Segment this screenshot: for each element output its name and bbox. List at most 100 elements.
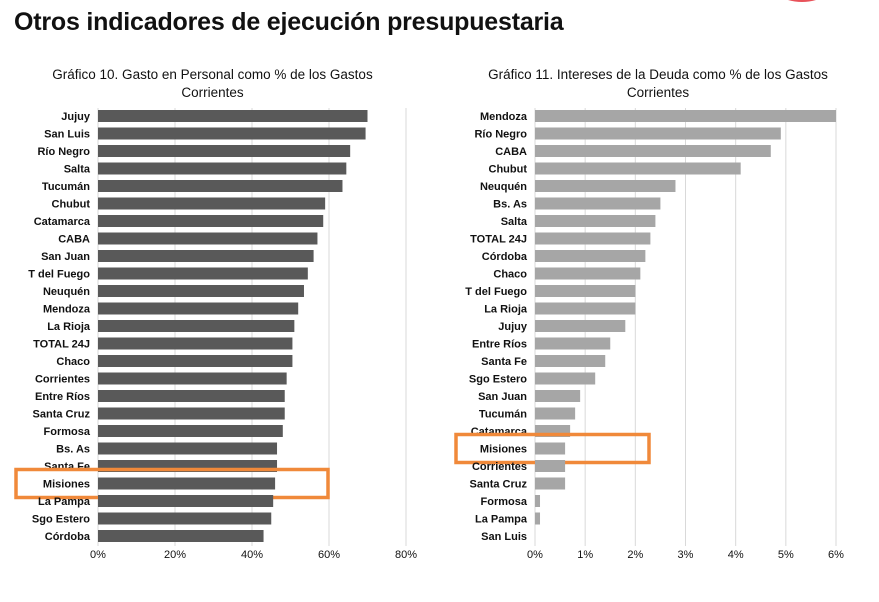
- category-label: Santa Cruz: [33, 409, 91, 421]
- category-label: Córdoba: [45, 531, 91, 543]
- category-label: Chaco: [493, 269, 527, 281]
- tick-label: 1%: [577, 549, 593, 561]
- bar: [535, 355, 606, 367]
- tick-label: 40%: [241, 549, 263, 561]
- bar: [535, 232, 651, 245]
- category-label: T del Fuego: [465, 286, 527, 298]
- category-label: TOTAL 24J: [33, 339, 90, 351]
- chart-2-title: Gráfico 11. Intereses de la Deuda como %…: [488, 67, 828, 100]
- category-label: San Luis: [481, 531, 527, 543]
- page-title: Otros indicadores de ejecución presupues…: [14, 8, 564, 36]
- chart-1-title: Gráfico 10. Gasto en Personal como % de …: [52, 67, 373, 100]
- category-label: Formosa: [481, 496, 528, 508]
- category-label: Bs. As: [56, 444, 90, 456]
- bar: [98, 180, 343, 192]
- bar: [98, 495, 274, 507]
- category-label: TOTAL 24J: [470, 234, 527, 246]
- bar: [98, 215, 324, 227]
- bar: [535, 477, 566, 490]
- category-label: La Rioja: [484, 304, 528, 316]
- category-label: Jujuy: [61, 111, 91, 123]
- bar: [535, 442, 566, 455]
- bar: [535, 250, 646, 262]
- tick-label: 80%: [395, 549, 417, 561]
- bar: [98, 390, 285, 402]
- bar: [535, 180, 676, 192]
- bar: [535, 390, 581, 402]
- tick-label: 4%: [728, 549, 744, 561]
- category-label: Salta: [501, 216, 528, 228]
- bar: [98, 127, 366, 140]
- category-label: La Pampa: [38, 496, 91, 508]
- tick-label: 2%: [627, 549, 643, 561]
- category-label: Neuquén: [43, 286, 90, 298]
- category-label: CABA: [58, 234, 90, 246]
- category-label: La Pampa: [475, 514, 528, 526]
- bar: [535, 372, 596, 385]
- bar: [98, 442, 278, 455]
- category-label: La Rioja: [47, 321, 91, 333]
- category-label: Tucumán: [42, 181, 90, 193]
- category-label: T del Fuego: [28, 269, 90, 281]
- category-label: Tucumán: [479, 409, 527, 421]
- bar: [98, 512, 272, 525]
- category-label: San Juan: [478, 391, 527, 403]
- bar: [535, 495, 541, 507]
- bar: [98, 477, 276, 490]
- tick-label: 60%: [318, 549, 340, 561]
- bar: [535, 302, 636, 315]
- bar: [535, 215, 656, 227]
- bar: [535, 110, 836, 122]
- category-label: Río Negro: [474, 129, 527, 141]
- tick-label: 0%: [90, 549, 106, 561]
- bar: [535, 197, 661, 210]
- category-label: Río Negro: [37, 146, 90, 158]
- bar: [98, 162, 347, 175]
- bar: [98, 407, 285, 420]
- bar: [98, 337, 293, 350]
- category-label: Misiones: [480, 444, 527, 456]
- bar: [535, 162, 741, 175]
- bar: [98, 320, 295, 332]
- category-label: Sgo Estero: [32, 514, 90, 526]
- bar: [535, 145, 771, 157]
- bar: [535, 460, 566, 472]
- category-label: Formosa: [44, 426, 91, 438]
- bar: [98, 250, 314, 262]
- category-label: Chaco: [56, 356, 90, 368]
- category-label: Santa Fe: [481, 356, 527, 368]
- category-label: Corrientes: [472, 461, 527, 473]
- category-label: Chubut: [52, 199, 91, 211]
- category-label: Jujuy: [498, 321, 528, 333]
- category-label: CABA: [495, 146, 527, 158]
- bar: [98, 355, 293, 367]
- category-label: Mendoza: [480, 111, 528, 123]
- category-label: Corrientes: [35, 374, 90, 386]
- bar: [98, 232, 318, 245]
- bar: [98, 267, 308, 280]
- bar: [535, 512, 541, 525]
- bar: [535, 320, 626, 332]
- category-label: Salta: [64, 164, 91, 176]
- category-label: Sgo Estero: [469, 374, 527, 386]
- bar: [98, 110, 368, 122]
- category-label: Santa Cruz: [470, 479, 528, 491]
- bar: [98, 285, 304, 297]
- bar: [98, 425, 283, 437]
- bar: [98, 145, 351, 157]
- category-label: San Juan: [41, 251, 90, 263]
- category-label: Córdoba: [482, 251, 528, 263]
- tick-label: 6%: [828, 549, 844, 561]
- tick-label: 0%: [527, 549, 543, 561]
- category-label: Bs. As: [493, 199, 527, 211]
- category-label: Chubut: [489, 164, 528, 176]
- bar: [98, 302, 299, 315]
- category-label: Catamarca: [34, 216, 91, 228]
- tick-label: 20%: [164, 549, 186, 561]
- category-label: Entre Ríos: [35, 391, 90, 403]
- bar: [98, 372, 287, 385]
- bar: [535, 267, 641, 280]
- category-label: Mendoza: [43, 304, 91, 316]
